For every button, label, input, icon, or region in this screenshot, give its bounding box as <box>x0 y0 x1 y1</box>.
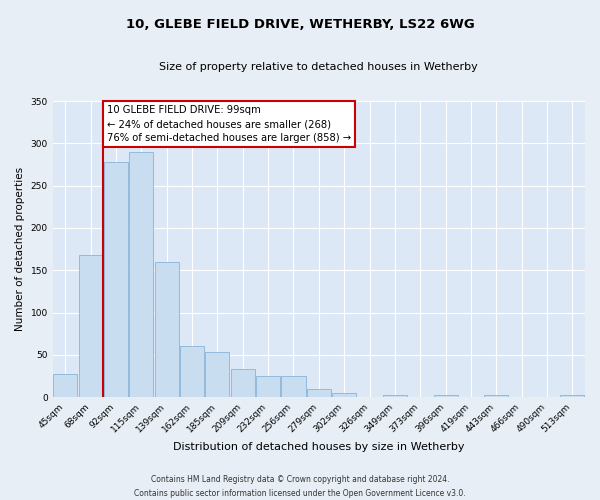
Y-axis label: Number of detached properties: Number of detached properties <box>15 167 25 331</box>
X-axis label: Distribution of detached houses by size in Wetherby: Distribution of detached houses by size … <box>173 442 464 452</box>
Bar <box>79 255 103 397</box>
Text: 10, GLEBE FIELD DRIVE, WETHERBY, LS22 6WG: 10, GLEBE FIELD DRIVE, WETHERBY, LS22 6W… <box>125 18 475 30</box>
Bar <box>180 346 204 397</box>
Bar <box>560 394 584 397</box>
Bar <box>104 162 128 397</box>
Bar <box>383 394 407 397</box>
Bar <box>434 394 458 397</box>
Bar <box>307 389 331 397</box>
Text: Contains HM Land Registry data © Crown copyright and database right 2024.
Contai: Contains HM Land Registry data © Crown c… <box>134 476 466 498</box>
Text: 10 GLEBE FIELD DRIVE: 99sqm
← 24% of detached houses are smaller (268)
76% of se: 10 GLEBE FIELD DRIVE: 99sqm ← 24% of det… <box>107 106 351 144</box>
Bar <box>256 376 280 397</box>
Bar <box>205 352 229 397</box>
Bar <box>231 370 255 397</box>
Bar <box>53 374 77 397</box>
Bar <box>484 394 508 397</box>
Title: Size of property relative to detached houses in Wetherby: Size of property relative to detached ho… <box>160 62 478 72</box>
Bar <box>332 393 356 397</box>
Bar <box>130 152 154 397</box>
Bar <box>281 376 305 397</box>
Bar <box>155 262 179 397</box>
